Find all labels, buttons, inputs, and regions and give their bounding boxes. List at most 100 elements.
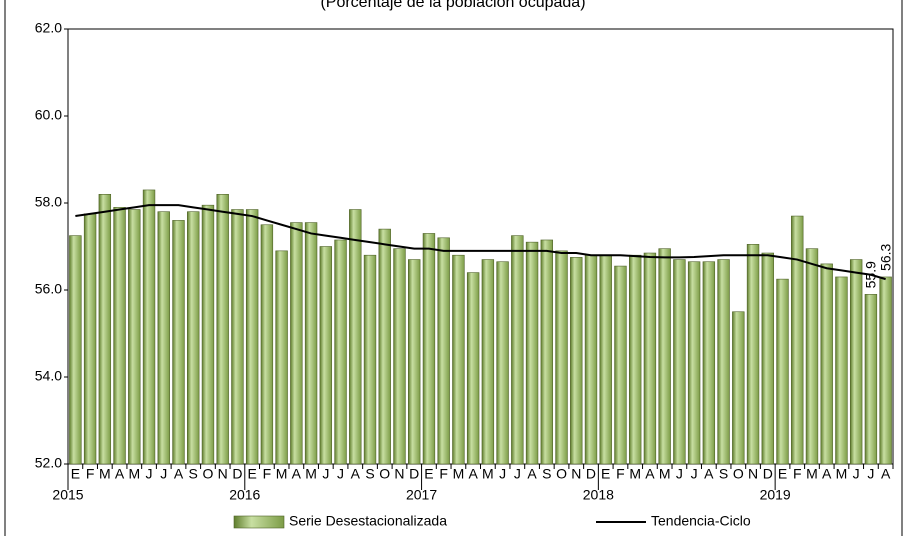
y-tick-label: 54.0 [35,368,62,384]
x-tick-label: N [748,466,758,482]
x-tick-label: A [645,466,655,482]
bar [245,209,259,465]
bar [452,254,465,465]
year-label: 2016 [229,487,260,503]
x-tick-label: J [853,466,860,482]
x-tick-label: S [719,466,728,482]
bar [187,211,200,465]
bar [540,239,553,465]
bar [69,235,82,465]
bar [702,261,716,465]
bar [157,211,170,465]
bar [879,276,892,465]
bar [570,257,583,465]
x-tick-label: M [806,466,818,482]
x-tick-label: J [322,466,329,482]
bar [290,222,303,465]
x-tick-label: N [218,466,228,482]
x-tick-label: D [763,466,773,482]
bar [628,254,642,465]
x-tick-label: N [571,466,581,482]
bar [820,263,833,465]
bar [408,259,421,465]
x-tick-label: A [292,466,302,482]
x-tick-label: O [556,466,567,482]
bar [378,228,391,465]
trend-line [75,204,886,281]
x-tick-label: M [629,466,641,482]
bar [805,248,819,465]
x-tick-label: A [881,466,891,482]
bar [673,259,686,465]
x-tick-label: F [616,466,625,482]
bar [128,209,141,465]
x-tick-label: F [793,466,802,482]
year-label: 2015 [52,487,83,503]
bar [761,252,774,465]
x-tick-label: O [733,466,744,482]
x-tick-label: F [86,466,95,482]
x-tick-label: M [659,466,671,482]
x-tick-label: J [146,466,153,482]
x-tick-label: E [424,466,433,482]
x-tick-label: S [542,466,551,482]
bar [275,250,288,465]
x-tick-label: O [203,466,214,482]
x-tick-label: M [128,466,140,482]
x-tick-label: A [115,466,125,482]
bar [511,235,524,465]
year-label: 2017 [406,487,437,503]
bar [555,250,568,465]
x-tick-label: M [482,466,494,482]
x-tick-label: E [601,466,610,482]
y-tick-label: 58.0 [35,194,62,210]
x-tick-label: A [704,466,714,482]
legend-swatch [233,515,285,529]
x-tick-label: F [263,466,272,482]
x-tick-label: D [586,466,596,482]
bar [172,220,185,465]
x-tick-label: M [453,466,465,482]
year-label: 2019 [760,487,791,503]
bar [201,204,215,465]
bar [422,233,436,465]
y-tick-label: 62.0 [35,20,62,36]
bar [437,237,450,465]
x-tick-label: M [305,466,317,482]
y-tick-label: 60.0 [35,107,62,123]
bar [363,254,377,465]
x-tick-label: S [189,466,198,482]
x-tick-label: J [499,466,506,482]
x-tick-label: A [174,466,184,482]
bar [304,222,318,465]
bar [98,194,112,465]
x-tick-label: J [676,466,683,482]
x-tick-label: J [691,466,698,482]
y-tick-label: 56.0 [35,281,62,297]
x-tick-label: A [468,466,478,482]
bar [142,189,156,465]
x-tick-label: J [867,466,874,482]
x-tick-label: J [514,466,521,482]
bar [849,259,863,465]
x-tick-label: S [365,466,374,482]
bar [216,194,229,465]
bar [481,259,495,465]
x-tick-label: M [99,466,111,482]
bar [113,207,126,465]
bar [319,246,333,465]
data-label: 56.3 [877,243,893,270]
legend-label: Serie Desestacionalizada [289,513,447,529]
bar [746,244,760,465]
bar [835,276,848,465]
bar [658,248,671,465]
x-tick-label: D [232,466,242,482]
x-tick-label: A [527,466,537,482]
bar [334,239,347,465]
x-tick-label: E [778,466,787,482]
bar [732,311,745,465]
bar [614,265,627,465]
bar [525,241,539,465]
x-tick-label: M [836,466,848,482]
bar [643,252,657,465]
